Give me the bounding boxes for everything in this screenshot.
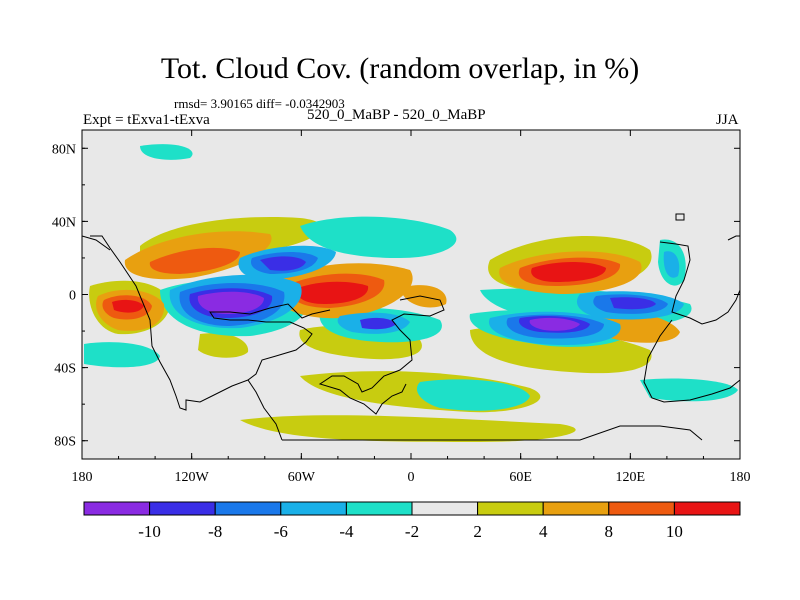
contour-neg-10 bbox=[260, 256, 306, 271]
season-label: JJA bbox=[716, 112, 739, 128]
x-tick-label: 180 bbox=[72, 470, 93, 485]
colorbar-label: 8 bbox=[605, 522, 614, 541]
colorbar-swatch bbox=[673, 501, 741, 516]
contour-neg-2 bbox=[640, 378, 738, 402]
contour-neg-2 bbox=[140, 144, 193, 160]
x-tick-label: 120E bbox=[616, 470, 646, 485]
colorbar-label: 4 bbox=[539, 522, 548, 541]
stats-line: rmsd= 3.90165 diff= -0.0342903 bbox=[174, 96, 345, 111]
coastline-south-america bbox=[247, 379, 283, 441]
contour-pos-8 bbox=[149, 247, 240, 274]
x-tick-label: 120W bbox=[175, 470, 210, 485]
contour-pos-2 bbox=[240, 415, 576, 442]
contour-pos-10 bbox=[297, 281, 369, 304]
colorbar-label: -8 bbox=[208, 522, 222, 541]
y-tick-label: 0 bbox=[69, 289, 76, 304]
colorbar-swatch bbox=[542, 501, 610, 516]
coastline-africa bbox=[318, 295, 445, 415]
y-axis-ticks: 80N 40N 0 40S 80S bbox=[52, 142, 740, 450]
period-label: 520_0_MaBP - 520_0_MaBP bbox=[307, 107, 486, 123]
colorbar-swatch bbox=[280, 501, 347, 516]
contour-neg-2 bbox=[84, 342, 160, 368]
contour-pos-2 bbox=[198, 333, 249, 358]
colorbar-swatch bbox=[214, 501, 282, 516]
coastline-west-edge bbox=[82, 235, 111, 251]
colorbar-label: -2 bbox=[405, 522, 419, 541]
y-tick-label: 40N bbox=[52, 215, 76, 230]
y-tick-label: 40S bbox=[54, 362, 76, 377]
colorbar-swatch bbox=[477, 501, 544, 516]
coastlines bbox=[82, 213, 740, 441]
contour-neg-10 bbox=[610, 297, 656, 310]
colorbar-label: -6 bbox=[274, 522, 288, 541]
coastline-americas bbox=[90, 235, 331, 411]
coastline-east-edge bbox=[727, 235, 740, 241]
chart-title: Tot. Cloud Cov. (random overlap, in %) bbox=[160, 52, 640, 85]
contour-pos-10 bbox=[531, 262, 606, 282]
coastline-small-island bbox=[675, 213, 685, 221]
coastline-asia bbox=[659, 241, 740, 325]
colorbar-label: -10 bbox=[138, 522, 161, 541]
colorbar-label: 2 bbox=[473, 522, 482, 541]
contour-neg-10 bbox=[360, 317, 396, 330]
colorbar-swatch bbox=[83, 501, 151, 516]
contour-neg-12 bbox=[197, 291, 264, 314]
contour-pos-10 bbox=[112, 299, 144, 313]
x-tick-label: 60E bbox=[509, 470, 532, 485]
y-tick-label: 80N bbox=[52, 142, 76, 157]
colorbar-swatch bbox=[149, 501, 216, 516]
colorbar: -10 -8 -6 -4 -2 2 4 8 10 bbox=[83, 501, 741, 541]
x-tick-label: 60W bbox=[288, 470, 316, 485]
contour-fields bbox=[84, 144, 738, 442]
coastline-antarctica bbox=[282, 425, 703, 441]
colorbar-swatch bbox=[608, 501, 675, 516]
colorbar-label: 10 bbox=[666, 522, 683, 541]
colorbar-swatch bbox=[345, 501, 413, 516]
contour-neg-12 bbox=[529, 317, 580, 331]
contour-neg-2 bbox=[416, 379, 530, 411]
x-axis-ticks: 180 120W 60W 0 60E 120E 180 bbox=[72, 130, 751, 485]
contour-neg-2 bbox=[300, 216, 457, 258]
coastline-australia bbox=[643, 319, 740, 403]
y-tick-label: 80S bbox=[54, 435, 76, 450]
experiment-label: Expt = tExva1-tExva bbox=[83, 112, 210, 128]
contour-neg-4 bbox=[663, 251, 680, 278]
colorbar-label: -4 bbox=[339, 522, 354, 541]
x-tick-label: 180 bbox=[730, 470, 751, 485]
colorbar-swatch bbox=[411, 501, 479, 516]
x-tick-label: 0 bbox=[408, 470, 415, 485]
